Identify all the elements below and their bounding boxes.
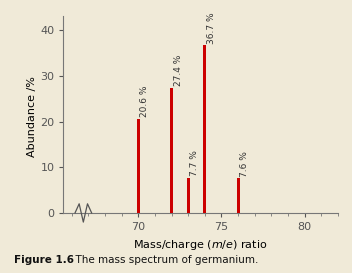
Text: 27.4 %: 27.4 % — [174, 55, 183, 86]
Text: 7.7 %: 7.7 % — [190, 150, 199, 176]
Text: 36.7 %: 36.7 % — [207, 12, 216, 44]
Y-axis label: Abundance /% : Abundance /% — [27, 72, 37, 157]
Text: Figure 1.6: Figure 1.6 — [14, 255, 74, 265]
Bar — [187, 178, 190, 213]
Bar — [170, 88, 173, 213]
X-axis label: Mass/charge ($\mathit{m/e}$) ratio: Mass/charge ($\mathit{m/e}$) ratio — [133, 238, 268, 251]
Text: 7.6 %: 7.6 % — [240, 151, 249, 177]
Bar — [237, 178, 240, 213]
Text: 20.6 %: 20.6 % — [140, 86, 149, 117]
Bar — [203, 45, 206, 213]
Bar — [137, 119, 140, 213]
Text: The mass spectrum of germanium.: The mass spectrum of germanium. — [69, 255, 258, 265]
